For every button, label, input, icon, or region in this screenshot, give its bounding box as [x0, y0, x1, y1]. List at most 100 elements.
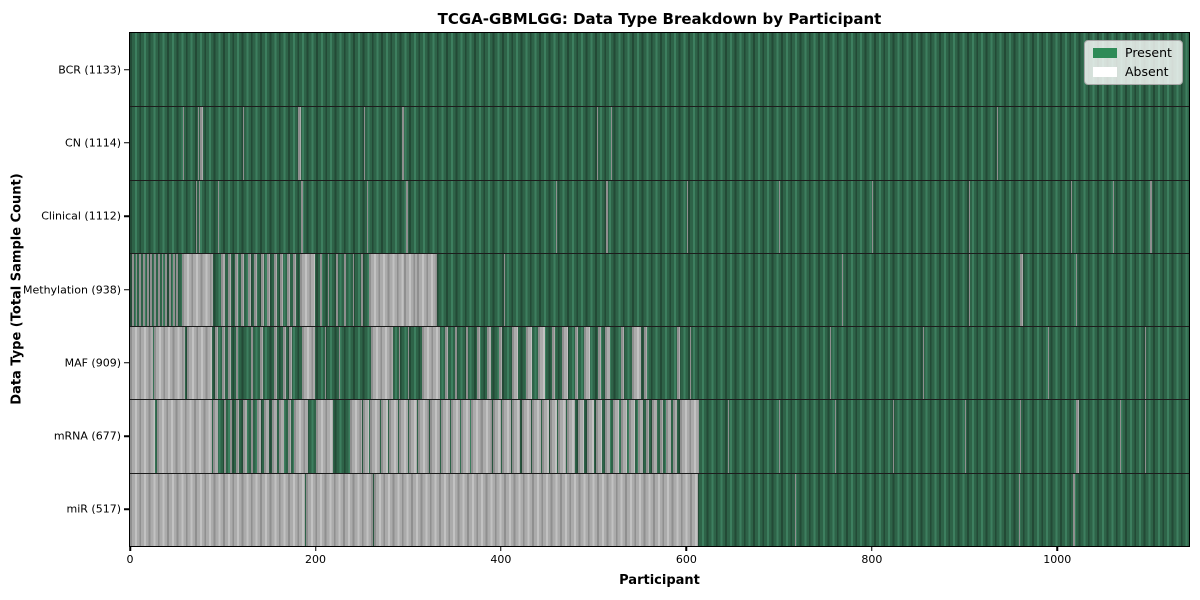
legend-label: Present [1125, 45, 1172, 60]
absent-segment [130, 473, 306, 546]
absent-segment [362, 400, 370, 473]
absent-segment [471, 400, 481, 473]
absent-segment [621, 400, 628, 473]
absent-segment [186, 327, 212, 400]
absent-segment [172, 253, 175, 327]
absent-segment [969, 180, 971, 253]
xtick-label-0: 0 [126, 553, 134, 566]
absent-segment [235, 400, 240, 473]
absent-segment [257, 400, 261, 473]
absent-segment [324, 327, 326, 400]
absent-segment [577, 400, 585, 473]
absent-segment [584, 327, 590, 400]
absent-segment [1071, 180, 1073, 253]
present-swatch-icon [1093, 48, 1117, 59]
absent-segment [525, 327, 533, 400]
row-miR [130, 472, 1189, 546]
absent-segment [293, 253, 296, 327]
absent-segment [273, 327, 277, 400]
chart-title: TCGA-GBMLGG: Data Type Breakdown by Part… [437, 10, 882, 28]
absent-segment [566, 400, 576, 473]
absent-segment [830, 327, 832, 400]
absent-segment [220, 253, 225, 327]
absent-segment [476, 327, 480, 400]
absent-segment [135, 253, 138, 327]
absent-segment [301, 327, 315, 400]
absent-segment [404, 253, 417, 327]
absent-segment [531, 400, 541, 473]
absent-segment [429, 400, 440, 473]
absent-segment [687, 180, 689, 253]
row-Clinical [130, 179, 1189, 253]
absent-segment [551, 327, 555, 400]
absent-segment [939, 107, 941, 180]
absent-segment [294, 400, 309, 473]
absent-segment [575, 327, 578, 400]
absent-segment [964, 400, 966, 473]
absent-segment [1020, 253, 1023, 327]
absent-segment [235, 327, 239, 400]
absent-segment [665, 400, 671, 473]
absent-segment [1145, 400, 1147, 473]
absent-segment [658, 327, 660, 400]
absent-segment [690, 327, 692, 400]
ytick-mark [124, 435, 129, 437]
xtick-mark [1056, 546, 1059, 551]
absent-segment [306, 473, 373, 546]
absent-segment [267, 253, 271, 327]
ytick-mark [124, 362, 129, 364]
absent-segment [161, 253, 164, 327]
absent-segment [605, 180, 608, 253]
absent-segment [259, 327, 263, 400]
absent-segment [1048, 327, 1049, 400]
absent-segment [215, 327, 219, 400]
absent-segment [299, 253, 315, 327]
absent-segment [247, 253, 251, 327]
absent-segment [487, 327, 491, 400]
ytick-label-BCR: BCR (1133) [58, 63, 121, 77]
absent-segment [230, 400, 232, 473]
absent-segment [842, 253, 844, 327]
xtick-mark [129, 546, 131, 551]
xtick-label-200: 200 [305, 553, 326, 566]
absent-segment [587, 400, 594, 473]
absent-segment [250, 327, 254, 400]
absent-segment [596, 400, 602, 473]
absent-segment [146, 253, 149, 327]
absent-segment [176, 253, 179, 327]
absent-segment [673, 400, 678, 473]
absent-segment [131, 253, 134, 327]
absent-segment [538, 327, 545, 400]
absent-segment [659, 400, 664, 473]
absent-segment [150, 253, 153, 327]
absent-segment [352, 327, 354, 400]
absent-segment [371, 327, 394, 400]
absent-segment [541, 400, 550, 473]
row-BCR [130, 33, 1189, 107]
absent-segment [645, 400, 650, 473]
absent-segment [300, 180, 304, 253]
absent-segment [381, 400, 388, 473]
absent-segment [363, 107, 365, 180]
absent-segment [604, 327, 611, 400]
absent-segment [373, 473, 698, 546]
absent-segment [512, 327, 518, 400]
absent-segment [779, 400, 781, 473]
ytick-mark [124, 142, 129, 144]
absent-segment [997, 107, 998, 180]
absent-segment [360, 253, 363, 327]
ytick-label-CN: CN (1114) [65, 136, 121, 150]
absent-segment [834, 400, 836, 473]
absent-segment [550, 400, 558, 473]
absent-segment [264, 400, 270, 473]
xtick-label-400: 400 [490, 553, 512, 566]
absent-segment [388, 400, 398, 473]
absent-segment [1075, 400, 1079, 473]
absent-segment [157, 253, 160, 327]
absent-segment [598, 327, 602, 400]
absent-segment [503, 253, 505, 327]
absent-segment [638, 400, 643, 473]
absent-segment [794, 473, 796, 546]
absent-segment [271, 400, 277, 473]
xtick-label-1000: 1000 [1043, 553, 1072, 566]
